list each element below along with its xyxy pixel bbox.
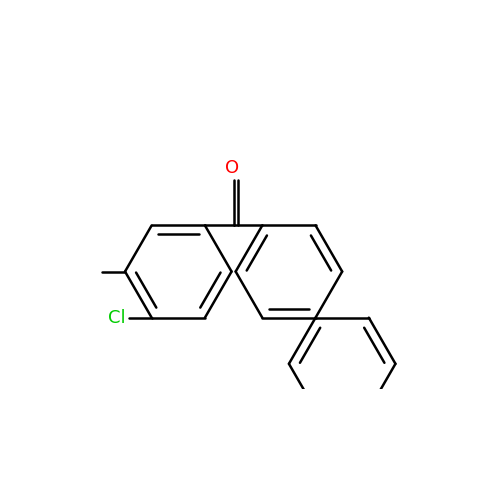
Text: O: O <box>225 159 239 177</box>
Text: Cl: Cl <box>108 308 126 326</box>
